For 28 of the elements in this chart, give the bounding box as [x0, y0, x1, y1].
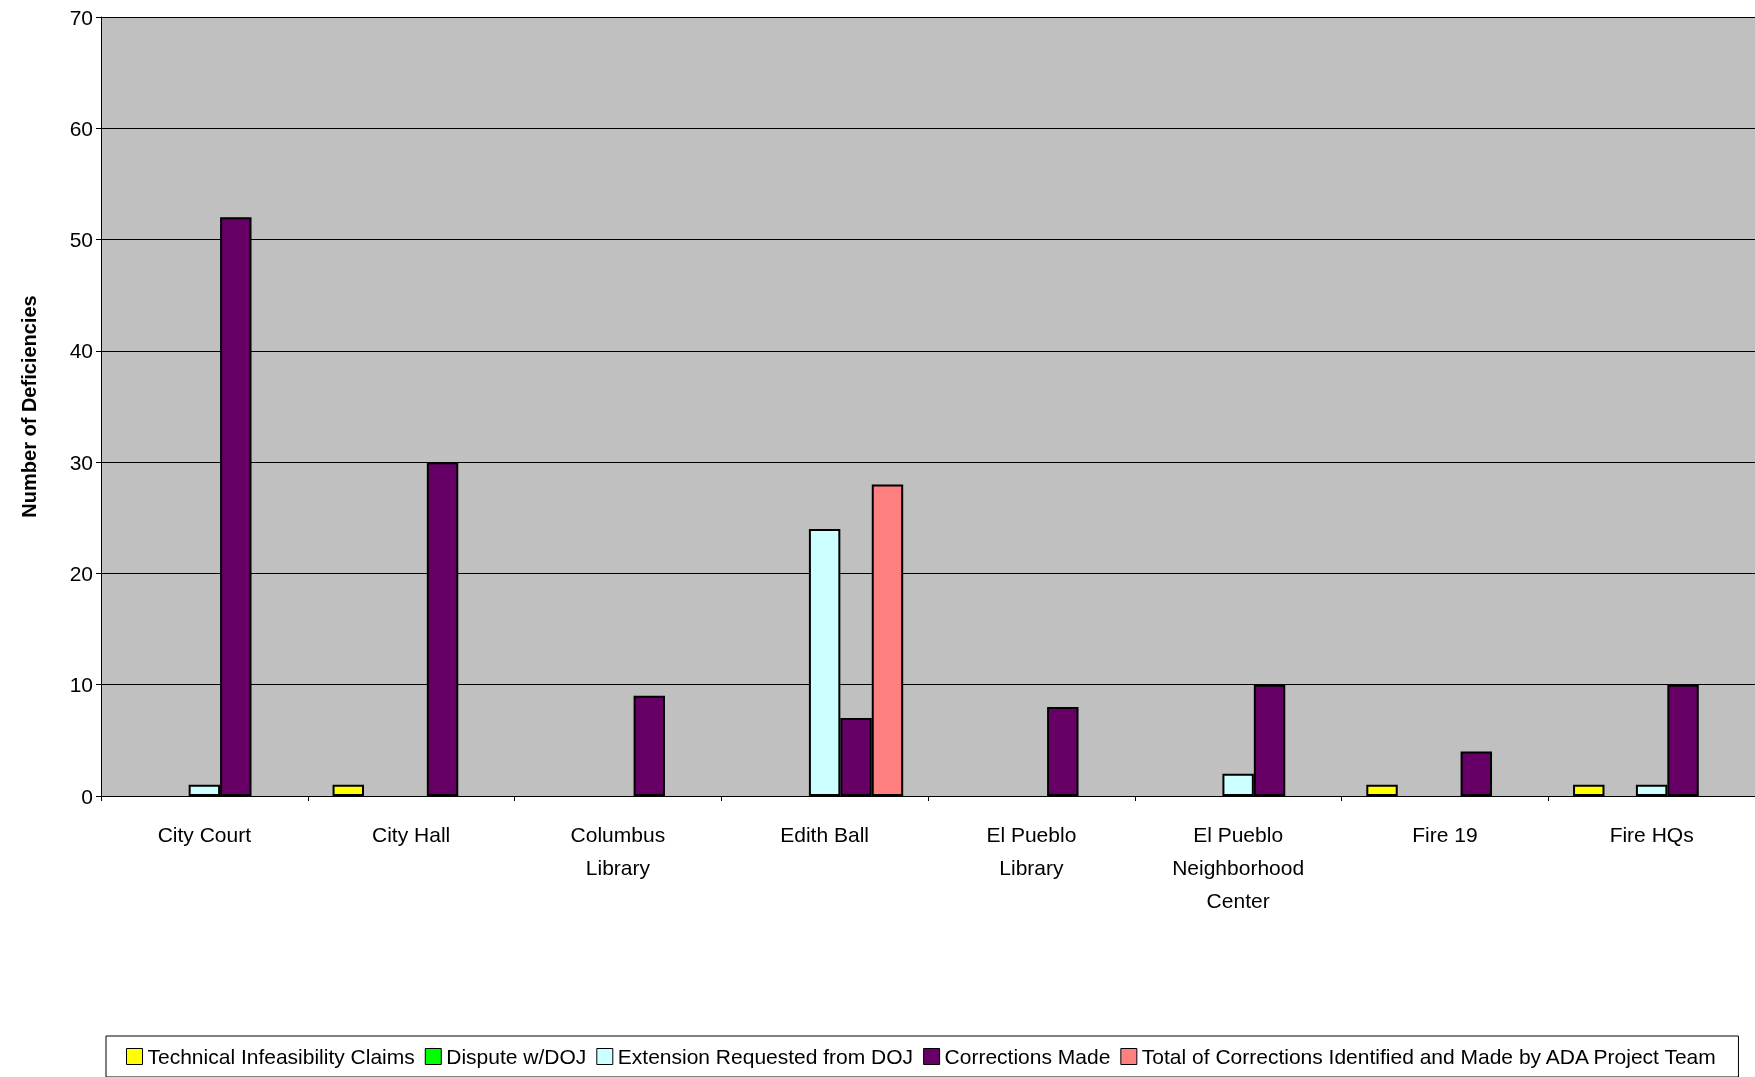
bar — [1047, 706, 1079, 796]
y-tick-label: 50 — [69, 228, 93, 252]
bar — [332, 784, 364, 796]
legend-label: Corrections Made — [944, 1045, 1111, 1068]
legend-label: Dispute w/DOJ — [446, 1045, 587, 1068]
bar — [1366, 784, 1398, 796]
bar — [633, 695, 666, 796]
y-tick-label: 40 — [69, 339, 93, 363]
legend-label: Technical Infeasibility Claims — [147, 1045, 415, 1068]
y-tick-label: 0 — [81, 784, 93, 808]
x-tick-label: City Court — [157, 823, 252, 846]
x-tick-label: Columbus Library — [570, 823, 666, 879]
x-tick-label: Fire 19 — [1412, 823, 1478, 846]
y-tick-label: 60 — [69, 116, 93, 140]
x-tick-label: Edith Ball — [780, 823, 869, 846]
y-tick-label: 70 — [69, 5, 93, 29]
x-tick-label: Fire HQs — [1609, 823, 1694, 846]
x-tick-label: El Pueblo Library — [986, 823, 1077, 879]
y-axis-title: Number of Deficiencies — [18, 295, 40, 518]
bar — [1460, 751, 1493, 796]
y-tick-label: 30 — [69, 450, 93, 474]
y-tick-label: 20 — [69, 561, 93, 585]
legend-label: Extension Requested from DOJ — [617, 1045, 914, 1068]
x-tick-label: City Hall — [372, 823, 451, 846]
legend-label: Total of Corrections Identified and Made by ADA Project Team — [1141, 1045, 1716, 1068]
bar — [1573, 784, 1605, 796]
x-tick-label: El Pueblo Neighborhood Center — [1172, 823, 1305, 912]
y-tick-label: 10 — [69, 673, 93, 697]
